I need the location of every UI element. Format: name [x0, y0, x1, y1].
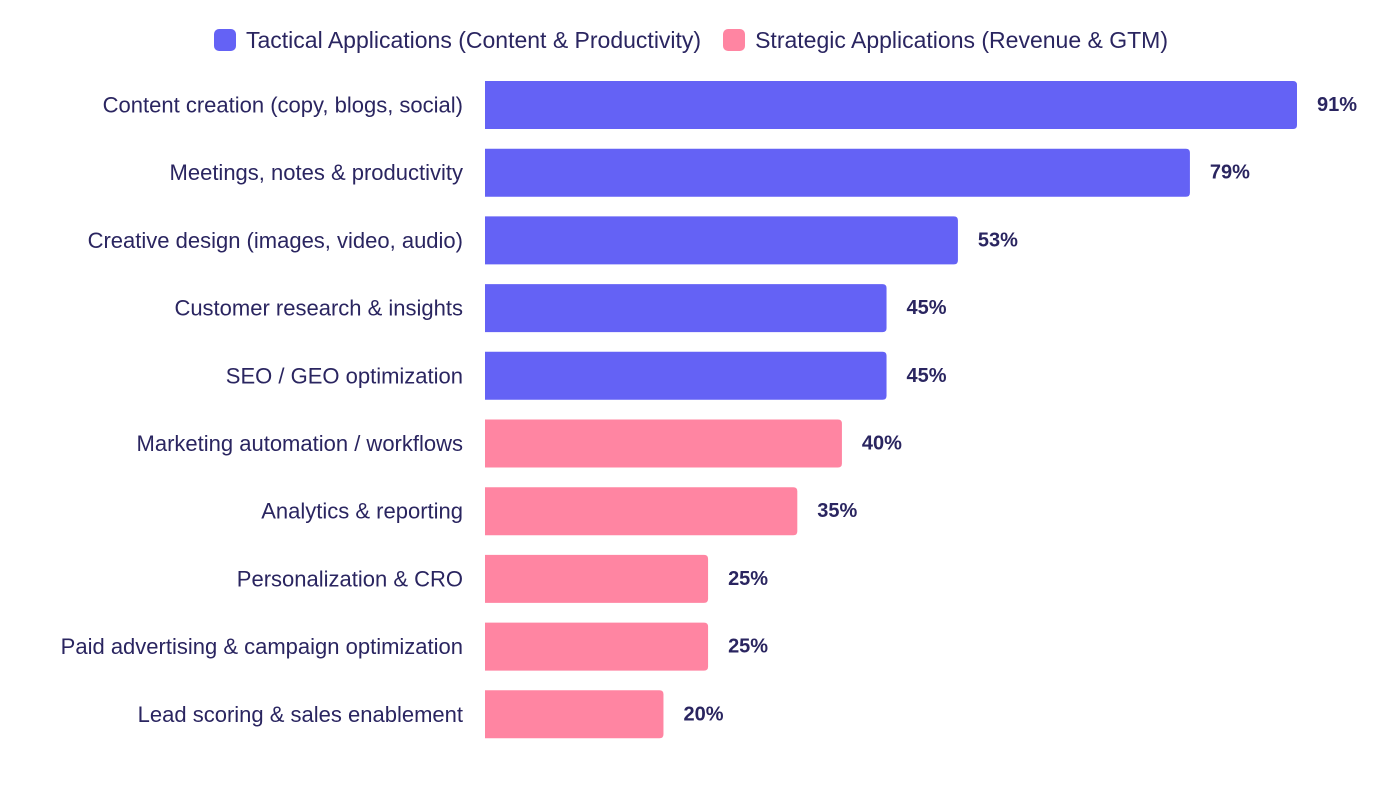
- legend-swatch-strategic: [723, 29, 746, 51]
- value-label: 25%: [728, 636, 768, 658]
- legend-swatch-tactical: [214, 29, 236, 51]
- bar[interactable]: [485, 284, 887, 333]
- value-label: 20%: [683, 703, 723, 725]
- value-label: 35%: [817, 500, 857, 522]
- category-label: Paid advertising & campaign optimization: [61, 634, 463, 659]
- category-label: SEO / GEO optimization: [226, 363, 463, 388]
- bar[interactable]: [485, 351, 887, 400]
- category-label: Content creation (copy, blogs, social): [103, 93, 463, 118]
- bar[interactable]: [485, 216, 958, 265]
- bar[interactable]: [485, 554, 709, 603]
- legend-item-strategic[interactable]: Strategic Applications (Revenue & GTM): [723, 27, 1168, 54]
- category-label: Personalization & CRO: [237, 566, 463, 591]
- value-label: 40%: [862, 433, 902, 455]
- legend-label-tactical: Tactical Applications (Content & Product…: [246, 26, 702, 53]
- category-label: Marketing automation / workflows: [137, 431, 463, 456]
- value-label: 53%: [978, 229, 1018, 251]
- legend-item-tactical[interactable]: Tactical Applications (Content & Product…: [214, 27, 701, 54]
- value-label: 45%: [907, 365, 947, 387]
- category-label: Lead scoring & sales enablement: [138, 702, 463, 727]
- value-label: 79%: [1210, 162, 1250, 184]
- bar[interactable]: [485, 419, 842, 468]
- value-label: 25%: [728, 568, 768, 590]
- legend-label-strategic: Strategic Applications (Revenue & GTM): [755, 26, 1168, 53]
- bar[interactable]: [485, 81, 1297, 129]
- category-label: Creative design (images, video, audio): [88, 228, 463, 253]
- value-label: 91%: [1317, 94, 1357, 116]
- category-label: Customer research & insights: [174, 296, 463, 321]
- bar[interactable]: [485, 148, 1190, 197]
- category-label: Meetings, notes & productivity: [170, 160, 463, 185]
- value-label: 45%: [907, 297, 947, 319]
- category-label: Analytics & reporting: [261, 499, 463, 524]
- bar[interactable]: [485, 690, 664, 739]
- bar[interactable]: [485, 622, 709, 671]
- bar[interactable]: [485, 487, 798, 536]
- chart-legend: Tactical Applications (Content & Product…: [0, 22, 1382, 58]
